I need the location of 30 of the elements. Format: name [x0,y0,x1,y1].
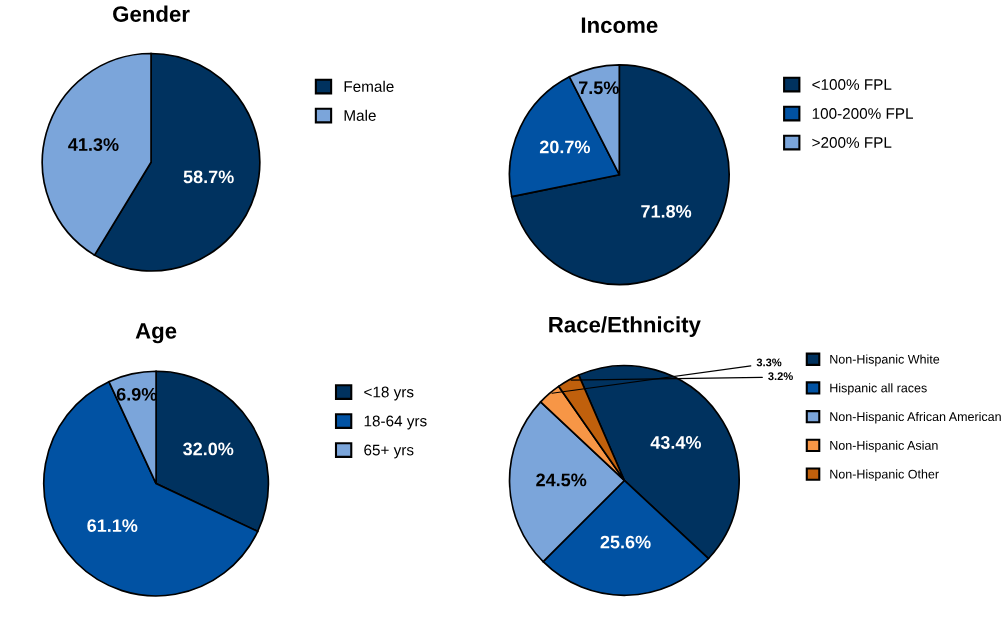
chart-title: Age [135,323,177,344]
legend-label: Non-Hispanic African American [830,411,1001,424]
data-label: 41.3% [68,138,119,151]
chart-title: Race/Ethnicity [549,316,701,337]
data-label: 24.5% [536,473,587,487]
pie-slice [510,64,730,286]
legend-label: 100-200% FPL [812,108,914,119]
data-label: 71.8% [641,204,692,218]
legend-label: >200% FPL [812,137,892,148]
data-label: 3.2% [768,372,793,381]
data-label: 7.5% [578,81,619,95]
legend-label: Non-Hispanic Other [830,469,939,481]
legend-label: <100% FPL [812,79,892,90]
legend-label: Non-Hispanic White [830,354,940,367]
legend-label: Male [344,109,376,121]
data-label: 58.7% [183,170,234,184]
data-label: 3.3% [756,358,782,367]
data-label: 25.6% [600,535,651,549]
data-label: 43.4% [650,436,702,449]
legend-label: Non-Hispanic Asian [830,440,938,453]
legend-label: Hispanic all races [830,383,927,395]
legend-label: 65+ yrs [364,444,414,459]
chart-title: Gender [113,5,190,22]
data-label: 32.0% [183,442,234,456]
data-label: 20.7% [539,140,591,154]
legend-label: Female [344,80,394,92]
chart-title: Income [581,17,658,34]
legend-label: <18 yrs [364,386,414,401]
data-label: 61.1% [87,519,138,532]
legend-label: 18-64 yrs [364,415,427,430]
